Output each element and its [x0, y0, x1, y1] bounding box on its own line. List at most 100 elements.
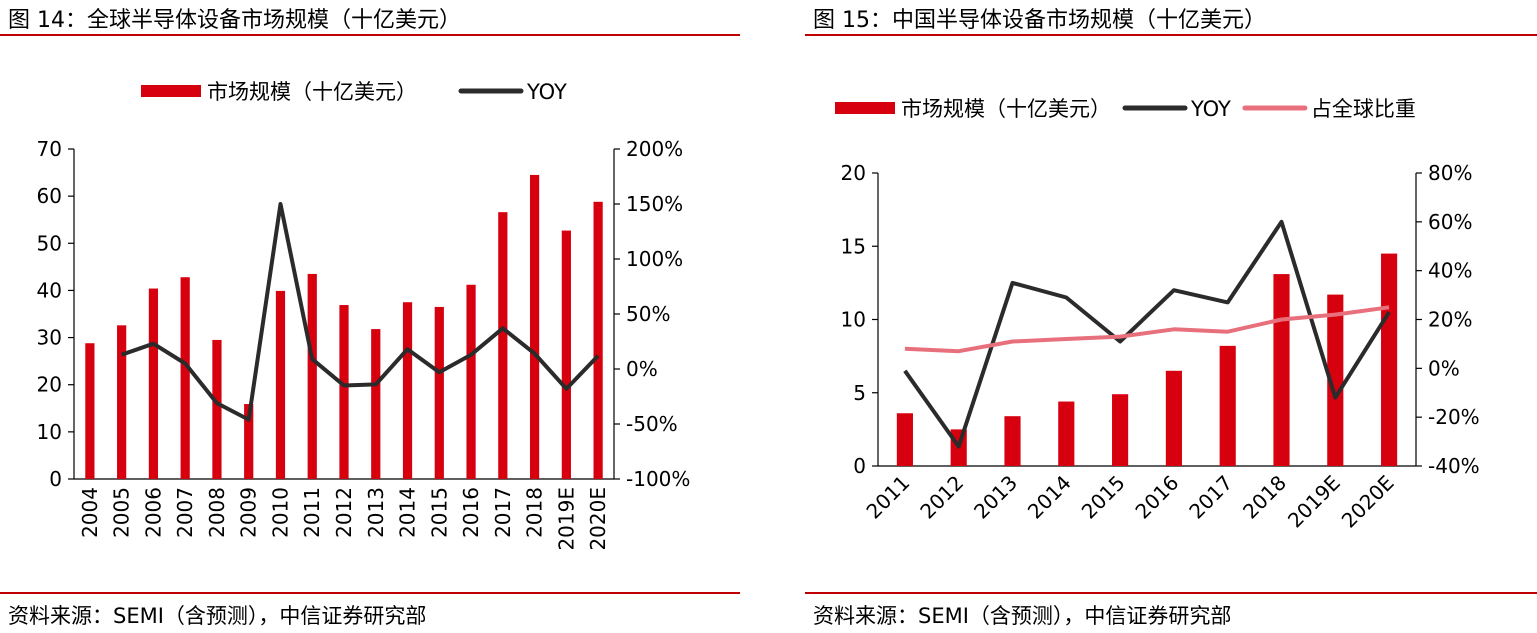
bar — [1004, 416, 1021, 466]
bar — [529, 174, 540, 479]
x-tick-label: 2013 — [364, 487, 388, 538]
y-tick-label: 40 — [37, 278, 62, 302]
y-tick-label: 5 — [853, 381, 866, 405]
x-tick-label: 2005 — [110, 487, 134, 538]
y2-tick-label: 0% — [1428, 356, 1460, 380]
bar — [117, 325, 127, 479]
x-tick-label: 2004 — [78, 487, 102, 538]
x-tick-label: 2016 — [459, 487, 483, 538]
y2-tick-label: 0% — [626, 357, 658, 381]
bar — [1219, 345, 1236, 466]
x-tick-label: 2018 — [523, 487, 547, 538]
y2-tick-label: 50% — [626, 302, 670, 326]
share-line — [904, 305, 1390, 354]
bar — [1381, 253, 1398, 466]
x-tick-label: 2014 — [1023, 471, 1076, 524]
y-tick-label: 0 — [853, 454, 866, 478]
bar — [148, 288, 159, 479]
x-tick-label: 2019E — [554, 487, 578, 551]
bar — [561, 230, 571, 479]
bar — [896, 413, 913, 466]
y-tick-label: 30 — [37, 326, 62, 350]
bar — [85, 343, 95, 479]
source-rule — [805, 592, 1537, 594]
x-tick-label: 2007 — [173, 487, 197, 538]
yoy-line — [120, 202, 600, 422]
bar — [1058, 401, 1075, 466]
x-tick-label: 2017 — [491, 487, 515, 538]
x-tick-label: 2014 — [396, 487, 420, 538]
legend-label: YOY — [1190, 97, 1231, 121]
chart-panel-global: 图 14：全球半导体设备市场规模（十亿美元） 0 10 20 30 40 50 60 70 -1… — [0, 0, 740, 633]
bar — [466, 284, 476, 479]
bar — [307, 273, 317, 479]
y2-tick-label: 60% — [1428, 210, 1472, 234]
bar — [402, 302, 413, 479]
bar — [1327, 294, 1344, 466]
y-tick-label: 50 — [37, 231, 62, 255]
x-tick-label: 2006 — [141, 487, 165, 538]
y2-tick-label: 200% — [626, 137, 683, 161]
y-tick-label: 20 — [841, 161, 866, 185]
legend-label: 占全球比重 — [1311, 97, 1416, 121]
yoy-line — [903, 219, 1391, 449]
source-note: 资料来源：SEMI（含预测），中信证券研究部 — [8, 604, 427, 628]
y2-tick-label: 80% — [1428, 161, 1472, 185]
figure-title: 图 14：全球半导体设备市场规模（十亿美元） — [8, 8, 461, 33]
x-tick-label: 2020E — [1337, 471, 1399, 533]
legend-label: 市场规模（十亿美元） — [901, 97, 1111, 121]
x-tick-label: 2015 — [427, 487, 451, 538]
x-tick-label: 2017 — [1184, 471, 1237, 524]
x-tick-label: 2008 — [205, 487, 229, 538]
x-tick-label: 2020E — [586, 487, 610, 551]
x-tick-label: 2012 — [332, 487, 356, 538]
bar — [180, 277, 190, 479]
y2-tick-label: 100% — [626, 247, 683, 271]
y2-tick-label: 40% — [1428, 259, 1472, 283]
bar — [1165, 370, 1182, 466]
y2-tick-label: 20% — [1428, 308, 1472, 332]
x-tick-label: 2015 — [1077, 471, 1130, 524]
y2-tick-label: -40% — [1428, 454, 1480, 478]
figure-title: 图 15：中国半导体设备市场规模（十亿美元） — [813, 8, 1266, 33]
x-tick-label: 2012 — [915, 471, 968, 524]
legend-label: 市场规模（十亿美元） — [207, 80, 417, 104]
legend-label: YOY — [526, 80, 567, 104]
source-rule — [0, 592, 740, 594]
bar — [339, 305, 349, 479]
y-tick-label: 0 — [49, 467, 62, 491]
y-tick-label: 10 — [841, 308, 866, 332]
bar — [593, 201, 603, 480]
y-tick-label: 15 — [841, 234, 866, 258]
x-tick-label: 2016 — [1130, 471, 1183, 524]
bar — [244, 404, 254, 479]
bar — [434, 306, 444, 479]
title-rule — [0, 34, 740, 36]
y2-tick-label: -100% — [626, 467, 690, 491]
y2-tick-label: -50% — [626, 412, 678, 436]
x-tick-label: 2011 — [300, 487, 324, 538]
y-tick-label: 70 — [37, 137, 62, 161]
x-tick-label: 2011 — [861, 471, 914, 524]
y2-tick-label: -20% — [1428, 405, 1480, 429]
legend-swatch-bar — [141, 85, 201, 97]
y2-tick-label: 150% — [626, 192, 683, 216]
y-tick-label: 10 — [37, 420, 62, 444]
bar — [212, 339, 222, 479]
y-tick-label: 60 — [37, 184, 62, 208]
x-tick-label: 2013 — [969, 471, 1022, 524]
global-equipment-chart: 0 10 20 30 40 50 60 70 -100% -50% 0% 50% 100% 150% 200… — [37, 80, 691, 551]
x-tick-label: 2009 — [237, 487, 261, 538]
x-tick-label: 2010 — [268, 487, 292, 538]
title-rule — [805, 34, 1537, 36]
chart-panel-china: 图 15：中国半导体设备市场规模（十亿美元） 0 5 10 15 20 -40% -20% 0… — [805, 0, 1537, 633]
bar — [275, 290, 286, 479]
y-tick-label: 20 — [37, 373, 62, 397]
bar — [371, 329, 381, 479]
legend-swatch-bar — [835, 102, 895, 114]
bar — [1273, 274, 1290, 466]
bar — [498, 212, 508, 479]
source-note: 资料来源：SEMI（含预测），中信证券研究部 — [813, 604, 1232, 628]
x-tick-label: 2019E — [1283, 471, 1345, 533]
